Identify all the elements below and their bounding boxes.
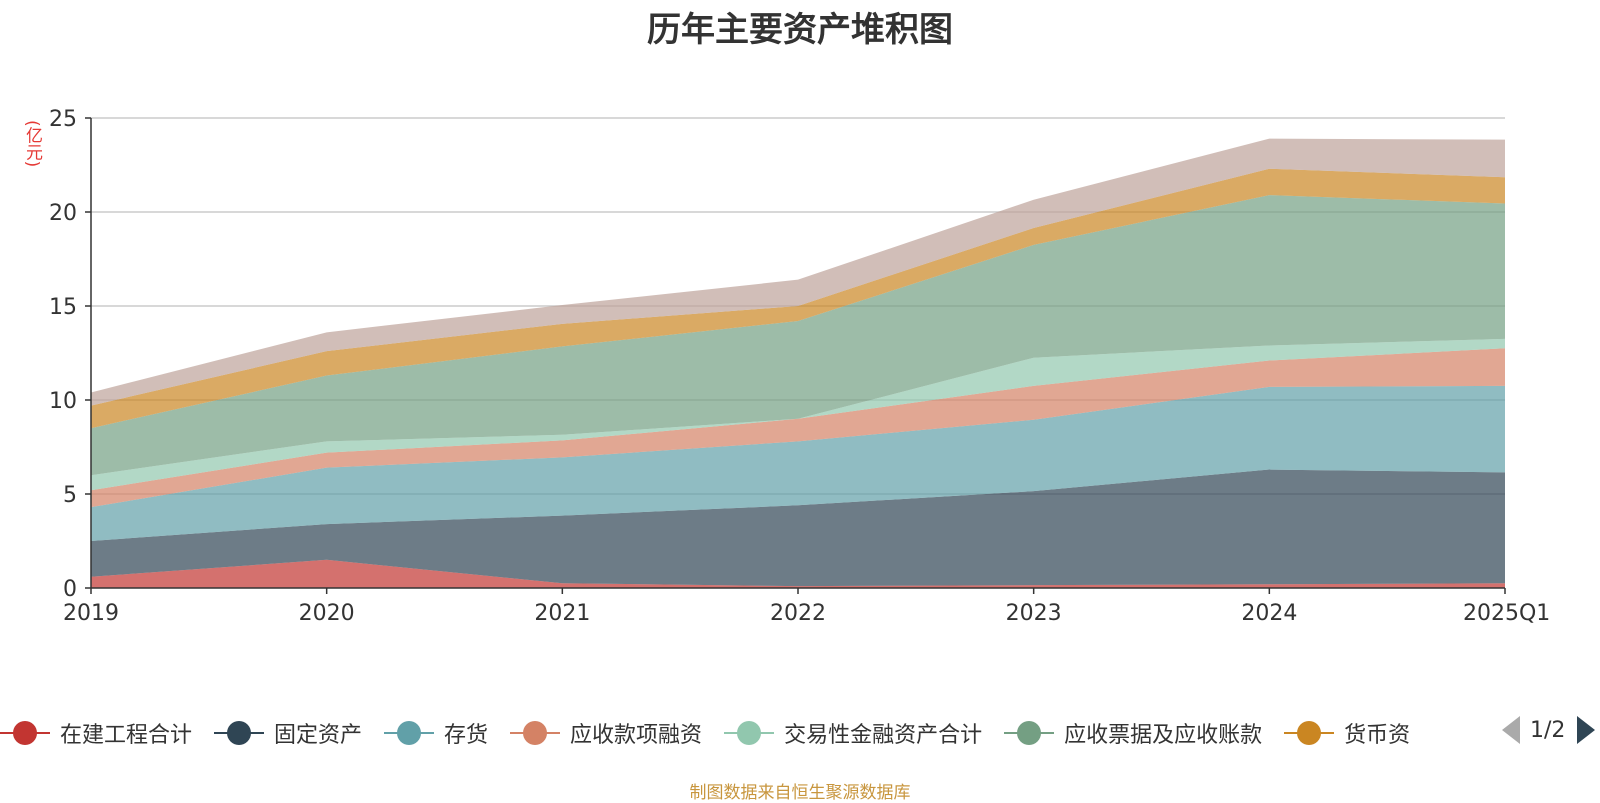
- legend-label: 交易性金融资产合计: [784, 723, 983, 748]
- legend-item-5[interactable]: 应收票据及应收账款: [1004, 717, 1262, 749]
- area-series-6[interactable]: [91, 168, 1505, 429]
- x-tick-label: 2025Q1: [1463, 601, 1550, 626]
- y-tick-label: 0: [63, 577, 77, 602]
- legend-next-page-icon[interactable]: [1577, 716, 1596, 744]
- area-series-7[interactable]: [91, 138, 1505, 406]
- area-series-0[interactable]: [91, 559, 1505, 588]
- legend-label: 应收款项融资: [570, 723, 703, 748]
- legend-marker-icon: [0, 720, 50, 746]
- legend-label: 应收票据及应收账款: [1064, 723, 1263, 748]
- y-tick-label: 10: [49, 389, 77, 414]
- area-series-2[interactable]: [91, 385, 1505, 541]
- x-tick-label: 2021: [534, 601, 590, 626]
- legend-item-0[interactable]: 在建工程合计: [0, 717, 192, 749]
- legend-marker-icon: [724, 720, 775, 746]
- legend-marker-icon: [510, 720, 561, 746]
- legend-label: 在建工程合计: [60, 723, 193, 748]
- legend: 在建工程合计 固定资产 存货 应收款项融资 交易性金融资产合计 应收票据及应收账款 货币资: [0, 718, 1432, 748]
- legend-marker-icon: [384, 720, 435, 746]
- legend-prev-page-icon[interactable]: [1502, 716, 1520, 744]
- legend-item-4[interactable]: 交易性金融资产合计: [724, 717, 982, 749]
- x-tick-label: 2024: [1241, 601, 1297, 626]
- legend-marker-icon: [1004, 720, 1055, 746]
- y-tick-label: 15: [49, 295, 77, 320]
- legend-pager: 1/2: [1502, 716, 1596, 744]
- x-tick-label: 2019: [63, 601, 119, 626]
- y-tick-label: 5: [63, 483, 77, 508]
- legend-item-2[interactable]: 存货: [384, 717, 488, 749]
- y-tick-label: 25: [49, 107, 77, 132]
- legend-marker-icon: [214, 720, 265, 746]
- data-source-note: 制图数据来自恒生聚源数据库: [689, 783, 911, 803]
- x-tick-label: 2023: [1006, 601, 1062, 626]
- legend-label: 固定资产: [274, 723, 363, 748]
- area-series-5[interactable]: [91, 195, 1505, 476]
- y-tick-label: 20: [49, 201, 77, 226]
- area-series-1[interactable]: [91, 469, 1505, 587]
- y-axis-unit: (亿元): [22, 120, 42, 168]
- legend-item-3[interactable]: 应收款项融资: [510, 717, 702, 749]
- legend-page-indicator: 1/2: [1530, 717, 1566, 743]
- chart-title: 历年主要资产堆积图: [647, 10, 953, 50]
- legend-item-1[interactable]: 固定资产: [214, 717, 362, 749]
- legend-label: 货币资: [1344, 723, 1411, 748]
- area-series-3[interactable]: [91, 348, 1505, 508]
- x-tick-label: 2020: [299, 601, 355, 626]
- x-tick-label: 2022: [770, 601, 826, 626]
- area-series-4[interactable]: [91, 338, 1505, 491]
- legend-item-6[interactable]: 货币资: [1284, 717, 1410, 749]
- legend-marker-icon: [1284, 720, 1335, 746]
- legend-label: 存货: [444, 723, 489, 748]
